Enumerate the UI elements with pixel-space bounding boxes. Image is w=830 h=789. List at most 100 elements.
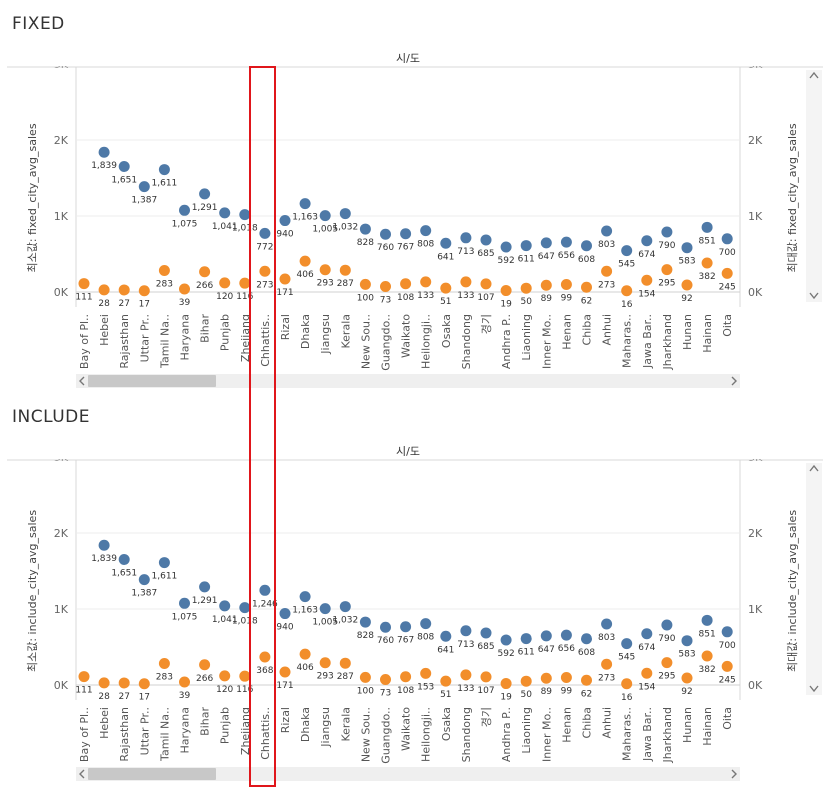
min-point-label: 62 [581, 689, 592, 699]
scroll-down-arrow-icon[interactable] [809, 685, 819, 693]
vertical-scrollbar[interactable] [806, 463, 822, 695]
max-point [681, 242, 693, 254]
max-point [701, 614, 713, 626]
category-label: Henan [560, 314, 573, 350]
min-point-label: 382 [699, 272, 716, 282]
max-point-label: 851 [699, 236, 716, 246]
scroll-right-arrow-icon[interactable] [731, 376, 737, 386]
min-point [199, 659, 211, 671]
scroll-right-arrow-icon[interactable] [731, 769, 737, 779]
max-point [661, 619, 673, 631]
category-label: Jiangsu [319, 707, 332, 748]
category-label: Punjab [219, 707, 232, 744]
plot-marks: 111 1,839 28 1,651 27 1,387 17 1,611 283 1,075 39 1… [75, 146, 736, 310]
column-header-text: 시/도 [396, 52, 420, 65]
min-point [641, 667, 653, 679]
max-point [199, 188, 211, 200]
min-point [661, 657, 673, 669]
min-point-label: 266 [196, 674, 213, 684]
min-point-label: 273 [598, 280, 615, 290]
max-point [500, 241, 512, 253]
category-label: Jharkhand [661, 707, 674, 764]
horizontal-scroll-thumb[interactable] [88, 768, 216, 780]
category-label: Anhui [601, 707, 614, 739]
min-point-label: 27 [118, 692, 129, 702]
min-point [520, 675, 532, 687]
min-point [560, 278, 572, 290]
category-label: Rajasthan [118, 314, 131, 369]
min-point-label: 89 [541, 294, 553, 304]
top-mask [0, 441, 830, 459]
y-tick-label-left: 0K [54, 679, 69, 692]
horizontal-scrollbar[interactable] [76, 767, 740, 781]
category-label: Dhaka [299, 707, 312, 742]
scroll-up-arrow-icon[interactable] [809, 464, 819, 472]
max-point [540, 630, 552, 642]
max-point [239, 602, 251, 614]
min-point-label: 245 [719, 282, 736, 292]
max-point [560, 236, 572, 248]
min-point-label: 16 [621, 693, 633, 703]
max-point-label: 1,651 [111, 176, 137, 186]
min-point-label: 28 [98, 692, 110, 702]
plot-marks: 111 1,839 28 1,651 27 1,387 17 1,611 283 1,075 39 1… [75, 539, 736, 703]
scroll-up-arrow-icon[interactable] [809, 71, 819, 79]
top-mask [0, 48, 830, 66]
category-label: Zhejiang [239, 314, 252, 362]
min-point-label: 171 [276, 681, 293, 691]
category-label: Oita [721, 314, 734, 337]
max-point-label: 674 [638, 250, 655, 260]
min-point-label: 73 [380, 688, 391, 698]
min-point [319, 657, 331, 669]
min-point-label: 120 [216, 292, 233, 302]
min-point [480, 278, 492, 290]
max-point [440, 630, 452, 642]
min-point-label: 108 [397, 686, 414, 696]
max-point [400, 228, 412, 240]
min-point-label: 116 [236, 292, 253, 302]
min-point [78, 278, 90, 290]
horizontal-scrollbar[interactable] [76, 374, 740, 388]
category-label: Chhattis.. [259, 707, 272, 760]
max-point [319, 603, 331, 615]
category-label: Bihar [199, 707, 212, 736]
category-label: Rizal [279, 707, 292, 733]
max-point [380, 228, 391, 240]
category-label: Oita [721, 707, 734, 730]
max-point [98, 146, 110, 158]
min-point-label: 51 [440, 297, 451, 307]
category-label: Bay of Pl.. [78, 314, 91, 369]
y-axis-title-left: 최소값: fixed_city_avg_sales [26, 123, 39, 272]
min-point-label: 266 [196, 281, 213, 291]
y-tick-label-right: 2K [748, 527, 763, 540]
category-label: Hebei [98, 314, 111, 346]
max-point [219, 600, 231, 612]
category-label: Anhui [601, 314, 614, 346]
max-point-label: 685 [477, 642, 494, 652]
min-point [601, 265, 613, 277]
max-point [319, 210, 331, 222]
min-point [319, 264, 331, 276]
y-tick-label-right: 1K [748, 603, 763, 616]
min-point [540, 279, 552, 291]
min-point-label: 293 [317, 672, 334, 682]
max-point-label: 1,018 [232, 224, 258, 234]
min-point-label: 108 [397, 293, 414, 303]
max-point-label: 1,041 [212, 615, 238, 625]
max-point [520, 240, 532, 252]
min-point-label: 89 [541, 687, 553, 697]
scroll-left-arrow-icon[interactable] [79, 769, 85, 779]
vertical-scrollbar[interactable] [806, 70, 822, 302]
max-point-label: 583 [678, 257, 695, 267]
scroll-down-arrow-icon[interactable] [809, 292, 819, 300]
max-point-label: 1,041 [212, 222, 238, 232]
category-label: Rizal [279, 314, 292, 340]
max-point [138, 181, 150, 193]
scroll-left-arrow-icon[interactable] [79, 376, 85, 386]
horizontal-scroll-thumb[interactable] [88, 375, 216, 387]
min-point-label: 92 [681, 687, 692, 697]
max-point [661, 226, 673, 238]
